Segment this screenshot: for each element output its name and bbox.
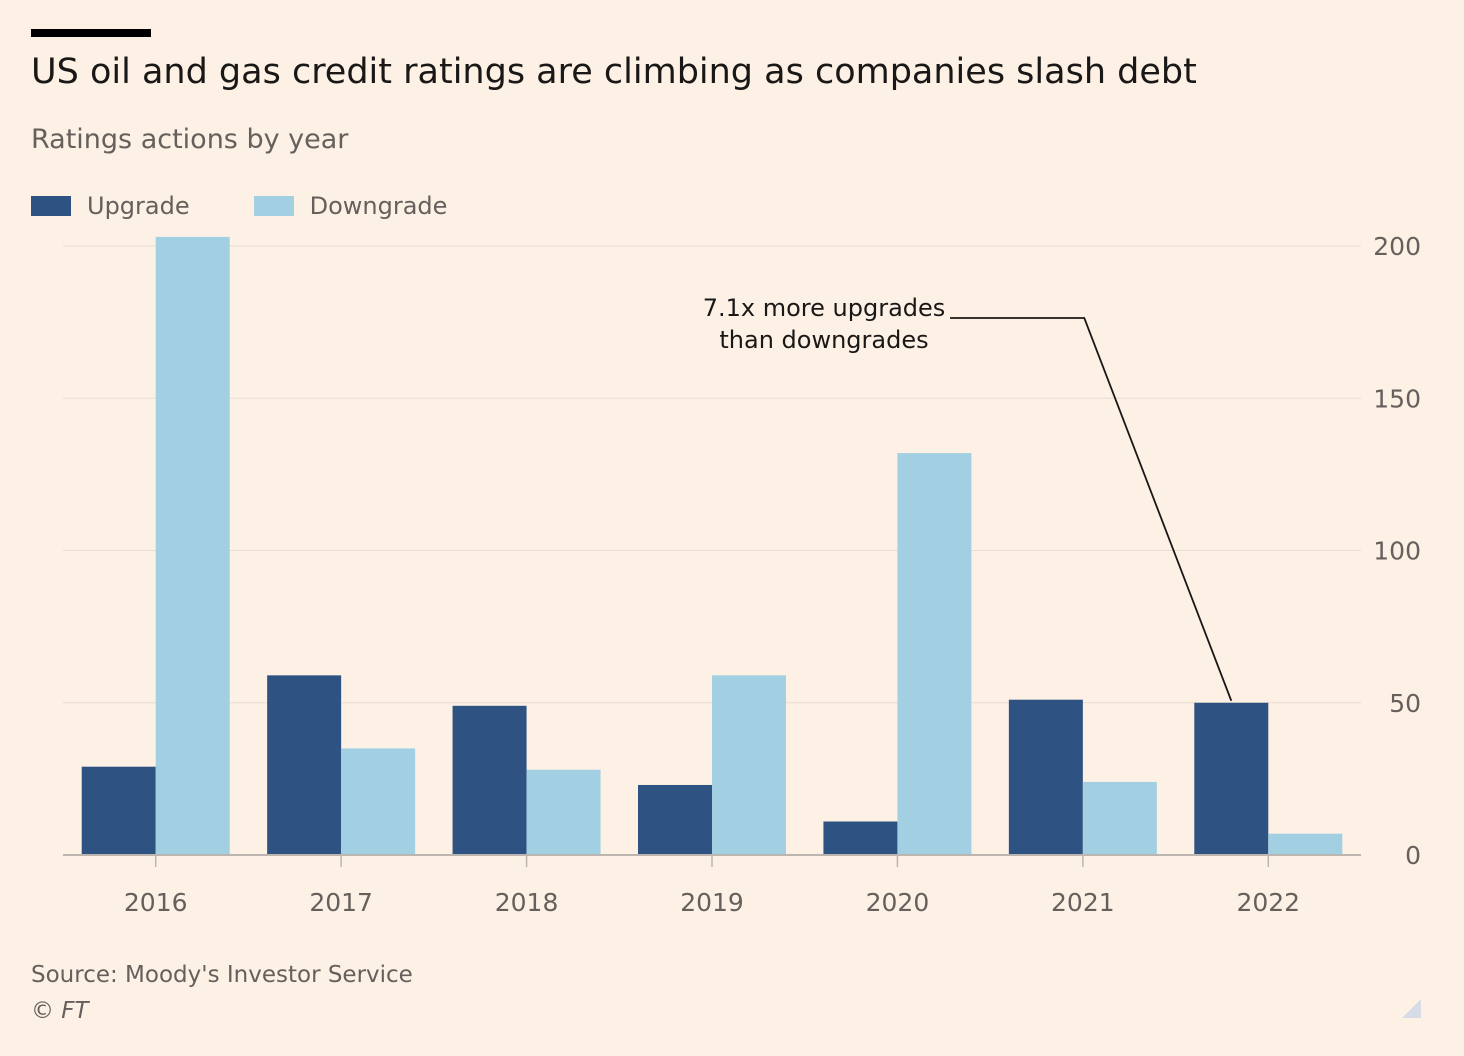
bar-upgrade-2022	[1194, 702, 1269, 855]
x-tick-label-2022: 2022	[1236, 888, 1300, 917]
chart-title: US oil and gas credit ratings are climbi…	[31, 52, 1197, 92]
x-tick-label-2017: 2017	[309, 888, 373, 917]
bar-upgrade-2019	[638, 784, 712, 855]
legend-label-downgrade: Downgrade	[309, 192, 448, 220]
bar-upgrade-2017	[267, 675, 342, 855]
annotation-line-2: than downgrades	[719, 326, 928, 354]
y-tick-label-0: 0	[1405, 841, 1421, 870]
bar-downgrade-2019	[712, 675, 786, 855]
x-tick-label-2021: 2021	[1051, 888, 1115, 917]
bar-downgrade-2018	[526, 769, 601, 855]
bar-upgrade-2018	[452, 705, 527, 855]
x-tick-label-2020: 2020	[866, 888, 930, 917]
copyright-note: © FT	[31, 998, 89, 1024]
bar-downgrade-2017	[341, 748, 416, 855]
x-tick-label-2018: 2018	[495, 888, 559, 917]
bar-upgrade-2020	[823, 821, 898, 855]
x-tick-label-2016: 2016	[124, 888, 188, 917]
header-rule	[31, 29, 151, 37]
y-tick-label-100: 100	[1373, 537, 1421, 566]
bar-upgrade-2016	[81, 766, 156, 855]
legend-swatch-downgrade	[253, 196, 294, 216]
chart-subtitle: Ratings actions by year	[31, 124, 349, 155]
resize-corner-icon	[1402, 999, 1421, 1018]
bar-downgrade-2021	[1082, 781, 1157, 855]
legend: Upgrade Downgrade	[31, 189, 511, 223]
legend-item-upgrade: Upgrade	[31, 192, 190, 220]
legend-item-downgrade: Downgrade	[253, 192, 448, 220]
source-note: Source: Moody's Investor Service	[31, 962, 413, 988]
y-tick-label-200: 200	[1373, 232, 1421, 261]
annotation-leader-line	[950, 317, 1233, 702]
annotation-line-1: 7.1x more upgrades	[703, 294, 946, 322]
x-tick-label-2019: 2019	[680, 888, 744, 917]
bar-downgrade-2020	[897, 453, 972, 855]
bar-downgrade-2022	[1268, 833, 1343, 855]
legend-swatch-upgrade	[31, 196, 71, 216]
y-tick-label-50: 50	[1389, 689, 1421, 718]
legend-label-upgrade: Upgrade	[87, 192, 190, 220]
bar-chart: 0 50 100 150 200 2016 2017 2018 2019 2020 2021 2022…	[63, 232, 1421, 917]
y-tick-label-150: 150	[1373, 384, 1421, 413]
bar-upgrade-2021	[1008, 699, 1083, 855]
bar-downgrade-2016	[155, 236, 230, 856]
